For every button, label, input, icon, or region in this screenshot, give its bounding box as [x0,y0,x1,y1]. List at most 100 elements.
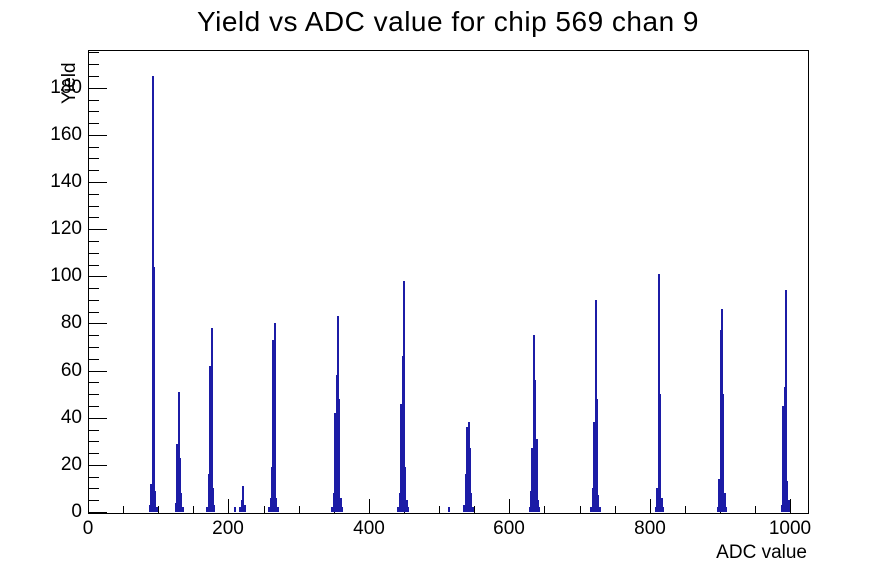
x-axis-title: ADC value [716,542,807,563]
x-tick-label: 400 [353,518,385,539]
histogram-bar [154,491,156,512]
histogram-bar [340,498,342,512]
histogram-bar [597,495,599,512]
x-minor-tick [685,506,686,513]
histogram-bar [534,380,536,512]
histogram-bar [659,394,661,512]
histogram-bar [785,290,787,512]
histogram-bar [277,507,279,512]
x-minor-tick [123,506,124,513]
y-minor-tick [89,347,99,348]
histogram-bar [244,505,246,512]
histogram-bar [182,507,184,512]
y-minor-tick [89,441,99,442]
histogram-bar [176,444,178,512]
x-major-tick [369,499,370,513]
y-major-tick [89,418,107,419]
y-minor-tick [89,488,99,489]
histogram-bar [234,507,236,512]
y-minor-tick [89,52,99,53]
x-tick-label: 200 [212,518,244,539]
y-major-tick [89,276,107,277]
y-tick-label: 100 [50,265,82,286]
y-minor-tick [89,241,99,242]
y-minor-tick [89,500,99,501]
y-tick-label: 60 [60,360,82,381]
y-minor-tick [89,100,99,101]
histogram-bar [538,507,540,512]
histogram-bar [400,404,402,512]
histogram-bar [722,394,724,512]
y-minor-tick [89,253,99,254]
histogram-bar [656,488,658,512]
histogram-bar [536,439,538,512]
histogram-bar [470,493,472,512]
histogram-bar [213,505,215,512]
histogram-bar [150,484,152,512]
histogram-bar [153,267,155,512]
histogram-bar [788,500,790,512]
histogram-bar [593,422,595,512]
y-minor-tick [89,76,99,77]
histogram-bar [531,448,533,512]
y-major-tick [89,465,107,466]
y-tick-label: 120 [50,218,82,239]
y-minor-tick [89,123,99,124]
x-minor-tick [264,506,265,513]
histogram-bar [334,413,336,512]
histogram-bar [718,479,720,512]
y-minor-tick [89,453,99,454]
y-minor-tick [89,170,99,171]
x-minor-tick [299,506,300,513]
y-minor-tick [89,265,99,266]
y-tick-label: 80 [60,312,82,333]
y-minor-tick [89,194,99,195]
x-minor-tick [615,506,616,513]
histogram-bar [239,507,241,512]
histogram-bar [397,507,399,512]
histogram-bar [341,507,343,512]
y-minor-tick [89,111,99,112]
x-major-tick [509,499,510,513]
y-major-tick [89,323,107,324]
histogram-bar [179,458,181,512]
x-minor-tick [474,506,475,513]
plot-frame [88,50,809,514]
x-minor-tick [544,506,545,513]
histogram-bar [178,392,180,512]
y-minor-tick [89,300,99,301]
y-minor-tick [89,382,99,383]
x-minor-tick [193,506,194,513]
y-tick-label: 180 [50,77,82,98]
x-minor-tick [580,506,581,513]
y-major-tick [89,371,107,372]
histogram-bar [725,507,727,512]
histogram-bar [658,274,660,512]
histogram-bar [472,507,474,512]
x-minor-tick [755,506,756,513]
x-minor-tick [439,506,440,513]
x-major-tick [228,499,229,513]
histogram-bar [274,323,276,512]
histogram-bar [596,399,598,512]
y-minor-tick [89,430,99,431]
y-major-tick [89,182,107,183]
y-minor-tick [89,147,99,148]
y-tick-label: 0 [71,501,82,522]
y-minor-tick [89,335,99,336]
histogram-bar [331,507,333,512]
histogram-bar [268,507,270,512]
histogram-bar [242,486,244,512]
x-minor-tick [158,506,159,513]
histogram-bar [466,427,468,512]
y-minor-tick [89,64,99,65]
x-tick-label: 1000 [768,518,812,539]
histogram-bar [469,448,471,512]
histogram-bar [463,505,465,512]
y-major-tick [89,512,107,513]
y-minor-tick [89,288,99,289]
histogram-bar [407,507,409,512]
x-tick-label: 600 [493,518,525,539]
histogram-bar [212,488,214,512]
